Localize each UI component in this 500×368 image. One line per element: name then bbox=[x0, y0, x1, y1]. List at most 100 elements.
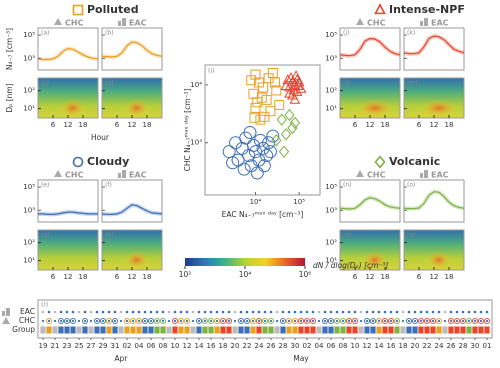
group-cell bbox=[454, 326, 460, 334]
chc-dot bbox=[167, 319, 171, 323]
eac-dot bbox=[473, 310, 477, 314]
chc-ring bbox=[369, 317, 377, 325]
chc-dot bbox=[419, 319, 423, 323]
eac-dot bbox=[227, 310, 231, 314]
eac-dot bbox=[293, 310, 297, 314]
eac-dot bbox=[251, 310, 255, 314]
x-tick-label: 31 bbox=[111, 342, 120, 350]
chc-dot bbox=[47, 319, 51, 323]
group-cell bbox=[244, 326, 250, 334]
eac-dot bbox=[479, 310, 483, 314]
group-cell bbox=[310, 326, 316, 334]
group-icon bbox=[72, 4, 84, 16]
chc-ring bbox=[465, 317, 473, 325]
chc-ring bbox=[375, 317, 383, 325]
eac-dot bbox=[47, 310, 51, 314]
chc-ring bbox=[249, 317, 257, 325]
point bbox=[237, 162, 251, 176]
building-icon bbox=[122, 18, 126, 26]
panel-letter: (q) bbox=[407, 232, 416, 239]
eac-dot bbox=[461, 310, 465, 314]
y-tick-label: 10² bbox=[23, 87, 35, 95]
point bbox=[284, 87, 295, 98]
chc-ring bbox=[153, 317, 161, 325]
eac-dot bbox=[155, 310, 159, 314]
line bbox=[339, 37, 401, 57]
chc-dot bbox=[197, 319, 201, 323]
group-icon bbox=[72, 156, 84, 168]
line-frame bbox=[339, 179, 401, 223]
chc-ring bbox=[243, 317, 251, 325]
chc-dot bbox=[311, 319, 315, 323]
chc-dot bbox=[89, 319, 93, 323]
x-tick-label: 18 bbox=[143, 121, 152, 129]
x-tick-label: 18 bbox=[381, 121, 390, 129]
group-icon bbox=[374, 3, 386, 15]
y-tick-label: 10² bbox=[325, 239, 337, 247]
chc-dot bbox=[143, 319, 147, 323]
x-tick-label: 23 bbox=[63, 342, 72, 350]
point bbox=[295, 82, 307, 93]
x-tick-label: 6 bbox=[353, 121, 358, 129]
y-tick-label: 10³ bbox=[23, 206, 35, 214]
chc-dot bbox=[161, 319, 165, 323]
group-cell bbox=[412, 326, 418, 334]
group-title: Volcanic bbox=[389, 155, 440, 168]
chc-dot bbox=[251, 319, 255, 323]
chc-dot bbox=[107, 319, 111, 323]
group-title: Intense-NPF bbox=[389, 3, 465, 16]
panel-letter: (n) bbox=[343, 182, 351, 189]
chc-ring bbox=[141, 317, 149, 325]
chc-dot bbox=[137, 319, 141, 323]
chc-dot bbox=[401, 319, 405, 323]
group-cell bbox=[430, 326, 436, 334]
building-icon bbox=[118, 173, 121, 178]
x-tick-label: 26 bbox=[267, 342, 276, 350]
group-cell bbox=[58, 326, 64, 334]
heatmap bbox=[101, 77, 163, 119]
group-cell bbox=[328, 326, 334, 334]
point bbox=[280, 79, 292, 90]
x-tick-label: 18 bbox=[143, 273, 152, 281]
eac-dot bbox=[83, 310, 87, 314]
eac-dot bbox=[269, 310, 273, 314]
heatmap-blob bbox=[60, 99, 85, 117]
x-tick-label: 24 bbox=[435, 342, 444, 350]
point bbox=[249, 112, 260, 123]
x-tick-label: 04 bbox=[135, 342, 144, 350]
eac-dot bbox=[341, 310, 345, 314]
mountain-icon bbox=[54, 18, 62, 25]
chc-dot bbox=[41, 319, 45, 323]
chc-dot bbox=[257, 319, 261, 323]
point bbox=[255, 114, 266, 125]
group-cell bbox=[364, 326, 370, 334]
eac-dot bbox=[443, 310, 447, 314]
x-tick-label: 29 bbox=[99, 342, 108, 350]
chc-ring bbox=[213, 317, 221, 325]
point bbox=[250, 166, 264, 180]
group-cell bbox=[226, 326, 232, 334]
group-cell bbox=[370, 326, 376, 334]
panel-letter: (b) bbox=[105, 30, 114, 37]
panel-letter: (h) bbox=[105, 232, 113, 239]
y-tick-label: 10³ bbox=[325, 206, 337, 214]
group-cell bbox=[256, 326, 262, 334]
chc-dot bbox=[455, 319, 459, 323]
group-cell bbox=[400, 326, 406, 334]
point bbox=[271, 134, 282, 147]
chc-dot bbox=[221, 319, 225, 323]
chc-ring bbox=[129, 317, 137, 325]
y-tick-label: 10⁵ bbox=[325, 31, 337, 39]
group-cell bbox=[436, 326, 442, 334]
eac-dot bbox=[455, 310, 459, 314]
station-label: EAC bbox=[431, 171, 449, 180]
y-tick-label: 10⁵ bbox=[23, 31, 35, 39]
chc-dot bbox=[281, 319, 285, 323]
chc-dot bbox=[113, 319, 117, 323]
chc-ring bbox=[93, 317, 101, 325]
group-cell bbox=[352, 326, 358, 334]
x-tick-label: 22 bbox=[243, 342, 252, 350]
point bbox=[274, 99, 285, 110]
eac-dot bbox=[101, 310, 105, 314]
x-tick-label: 10² bbox=[179, 270, 192, 279]
